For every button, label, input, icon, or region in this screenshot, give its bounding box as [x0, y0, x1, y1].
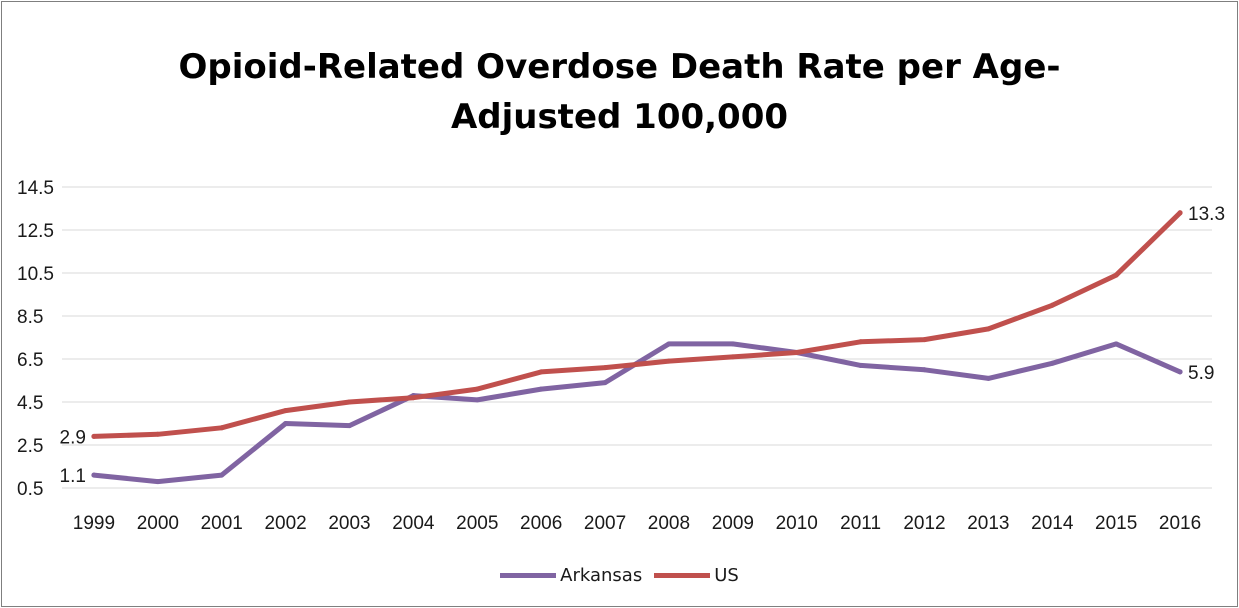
data-point-arkansas-2014 — [1049, 360, 1055, 366]
data-point-us-2012 — [922, 337, 927, 343]
y-tick-label-7: 14.5 — [17, 178, 54, 199]
data-point-us-2009 — [730, 354, 736, 360]
x-tick-label-7: 2006 — [520, 513, 562, 534]
legend-item-arkansas: Arkansas — [500, 565, 642, 586]
y-tick-label-0: 0.5 — [17, 479, 43, 500]
data-point-us-2010 — [794, 350, 800, 356]
data-point-us-1999 — [91, 433, 97, 439]
data-label-us-2016: 13.3 — [1188, 204, 1225, 225]
y-tick-label-6: 12.5 — [17, 221, 54, 242]
data-point-us-2001 — [219, 425, 225, 431]
x-tick-label-16: 2015 — [1095, 513, 1137, 534]
legend-item-us: US — [654, 565, 739, 586]
data-point-us-2016 — [1177, 210, 1183, 216]
data-label-arkansas-2016: 5.9 — [1188, 363, 1214, 384]
x-tick-label-8: 2007 — [584, 513, 626, 534]
legend-swatch-us — [654, 573, 711, 578]
x-tick-label-6: 2005 — [456, 513, 498, 534]
data-point-arkansas-2013 — [985, 375, 991, 381]
data-point-us-2000 — [155, 431, 161, 437]
data-point-us-2015 — [1113, 272, 1119, 278]
data-point-us-2014 — [1049, 302, 1055, 308]
x-tick-label-0: 1999 — [73, 513, 115, 534]
series-line-us — [91, 210, 1183, 439]
data-point-arkansas-1999 — [91, 472, 97, 478]
legend: Arkansas US — [2, 565, 1237, 586]
y-tick-label-1: 2.5 — [17, 436, 43, 457]
data-point-arkansas-2009 — [730, 341, 736, 347]
x-tick-label-3: 2002 — [264, 513, 306, 534]
x-tick-label-5: 2004 — [392, 513, 435, 534]
x-tick-label-10: 2009 — [712, 513, 754, 534]
x-tick-label-12: 2011 — [840, 513, 881, 534]
x-tick-label-2: 2001 — [201, 513, 243, 534]
data-point-us-2004 — [410, 395, 416, 401]
data-point-arkansas-2008 — [666, 341, 672, 347]
x-tick-label-11: 2010 — [776, 513, 818, 534]
data-point-arkansas-2015 — [1113, 341, 1119, 347]
chart-title-line-2: Adjusted 100,000 — [450, 97, 789, 137]
data-point-arkansas-2001 — [219, 472, 225, 478]
data-point-arkansas-2003 — [347, 423, 352, 429]
y-tick-label-3: 6.5 — [17, 350, 43, 371]
legend-swatch-arkansas — [500, 573, 557, 578]
y-tick-label-2: 4.5 — [17, 393, 43, 414]
data-point-us-2002 — [283, 408, 289, 414]
data-point-arkansas-2000 — [155, 479, 161, 485]
x-tick-label-14: 2013 — [967, 513, 1009, 534]
data-point-arkansas-2002 — [283, 421, 289, 426]
y-tick-label-5: 10.5 — [17, 264, 54, 285]
x-tick-label-9: 2008 — [648, 513, 690, 534]
x-tick-label-17: 2016 — [1159, 513, 1201, 534]
data-point-arkansas-2005 — [474, 397, 480, 403]
data-point-arkansas-2012 — [922, 367, 927, 373]
x-tick-label-4: 2003 — [328, 513, 370, 534]
x-tick-label-15: 2014 — [1031, 513, 1074, 534]
data-point-arkansas-2011 — [858, 362, 864, 368]
legend-label-us: US — [714, 565, 739, 586]
data-point-us-2011 — [858, 339, 864, 345]
x-tick-label-13: 2012 — [903, 513, 945, 534]
data-label-arkansas-1999: 1.1 — [60, 466, 86, 487]
x-tick-label-1: 2000 — [137, 513, 179, 534]
data-point-us-2003 — [347, 399, 352, 405]
chart-title-line-1: Opioid-Related Overdose Death Rate per A… — [178, 47, 1061, 87]
data-point-us-2006 — [538, 369, 544, 375]
data-point-arkansas-2006 — [538, 386, 544, 392]
y-tick-label-4: 8.5 — [17, 307, 43, 328]
chart-title: Opioid-Related Overdose Death Rate per A… — [2, 42, 1237, 142]
data-label-us-1999: 2.9 — [60, 427, 86, 448]
data-point-us-2008 — [666, 358, 672, 364]
data-point-arkansas-2007 — [602, 380, 608, 386]
legend-label-arkansas: Arkansas — [560, 565, 643, 586]
data-point-us-2005 — [474, 386, 480, 392]
data-point-arkansas-2016 — [1177, 369, 1183, 375]
data-point-us-2007 — [602, 365, 608, 371]
data-point-us-2013 — [985, 326, 991, 332]
